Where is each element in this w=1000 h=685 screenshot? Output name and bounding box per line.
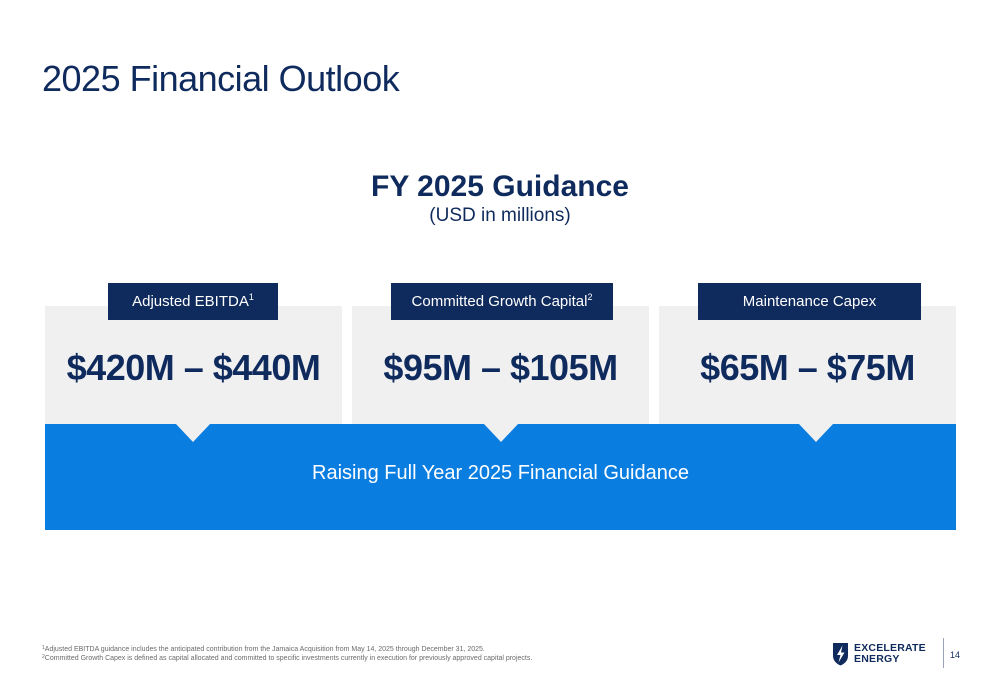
footnote-ref: 1 [248,292,254,302]
shield-lightning-icon [833,643,848,666]
guidance-label-adjusted-ebitda: Adjusted EBITDA1 [108,283,278,320]
banner-notch [484,424,518,442]
guidance-panel-adjusted-ebitda [45,306,342,424]
page-number: 14 [950,650,961,660]
logo-line-1: EXCELERATE [854,642,926,654]
guidance-banner-text: Raising Full Year 2025 Financial Guidanc… [312,462,689,484]
guidance-panel-maintenance-capex [659,306,956,424]
guidance-label-text: Maintenance Capex [742,293,877,310]
company-logo: EXCELERATE ENERGY [832,641,926,667]
guidance-subtitle: (USD in millions) [429,205,571,226]
logo-line-2: ENERGY [854,653,900,665]
footnotes: 1Adjusted EBITDA guidance includes the a… [42,645,532,663]
banner-notch [799,424,833,442]
guidance-panel-growth-capital [352,306,649,424]
guidance-value-growth-capital: $95M – $105M [383,347,618,388]
guidance-label-growth-capital: Committed Growth Capital2 [391,283,613,320]
guidance-title: FY 2025 Guidance [371,170,629,203]
guidance-value-adjusted-ebitda: $420M – $440M [66,347,321,388]
guidance-label-text: Committed Growth Capital [411,293,588,310]
logo-wordmark: EXCELERATE ENERGY [854,643,926,665]
guidance-value-maintenance-capex: $65M – $75M [700,347,915,388]
footnote-2: 2Committed Growth Capex is defined as ca… [42,654,533,663]
footnote-1: 1Adjusted EBITDA guidance includes the a… [42,645,485,654]
footer-divider [943,638,944,668]
footnote-ref: 2 [587,292,593,302]
banner-notch [176,424,210,442]
guidance-label-maintenance-capex: Maintenance Capex [698,283,921,320]
page-title: 2025 Financial Outlook [42,58,400,99]
guidance-label-text: Adjusted EBITDA [132,293,249,310]
